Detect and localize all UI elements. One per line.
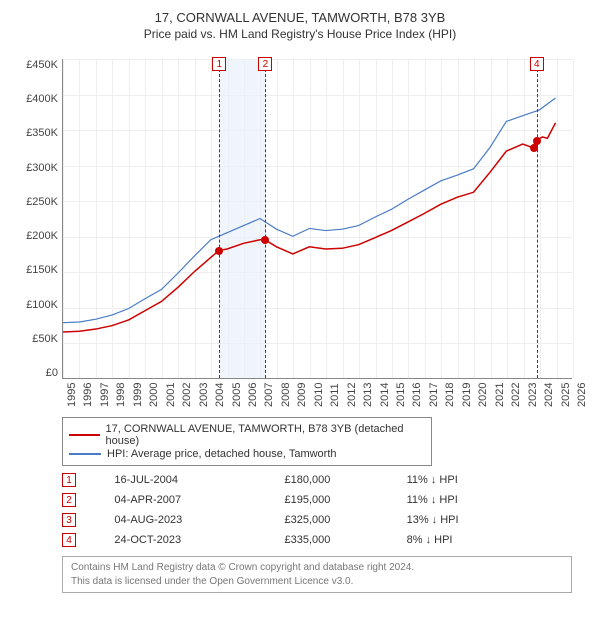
y-tick-label: £250K <box>10 196 58 208</box>
y-tick-label: £50K <box>10 333 58 345</box>
transaction-number-box: 3 <box>62 513 76 527</box>
x-tick-label: 2004 <box>214 383 216 407</box>
chart-container: £0 £50K £100K £150K £200K £250K £300K £350K £400… <box>10 49 580 409</box>
marker-line <box>265 59 266 378</box>
x-tick-label: 2024 <box>543 383 545 407</box>
chart-lines-svg <box>63 59 572 378</box>
transaction-row: 1 16-JUL-2004£180,00011% ↓ HPI <box>62 470 542 490</box>
legend-box: 17, CORNWALL AVENUE, TAMWORTH, B78 3YB (… <box>62 417 432 466</box>
x-tick-label: 2009 <box>296 383 298 407</box>
x-tick-label: 2026 <box>576 383 578 407</box>
transaction-number-box: 4 <box>62 533 76 547</box>
y-tick-label: £0 <box>10 367 58 379</box>
x-tick-label: 1997 <box>99 383 101 407</box>
transaction-row: 2 04-APR-2007£195,00011% ↓ HPI <box>62 490 542 510</box>
transaction-dot <box>215 247 223 255</box>
y-tick-label: £200K <box>10 230 58 242</box>
y-tick-label: £400K <box>10 93 58 105</box>
legend-label: HPI: Average price, detached house, Tamw… <box>107 448 337 460</box>
x-tick-label: 2013 <box>362 383 364 407</box>
marker-line <box>537 59 538 378</box>
x-axis-labels: 1995 1996 1997 1998 1999 2000 2001 2002 2003 2004… <box>62 381 572 409</box>
marker-line <box>219 59 220 378</box>
transaction-number-box: 2 <box>62 493 76 507</box>
x-tick-label: 2010 <box>313 383 315 407</box>
chart-subtitle: Price paid vs. HM Land Registry's House … <box>10 27 590 41</box>
x-tick-label: 2016 <box>411 383 413 407</box>
transaction-date: 24-OCT-2023 <box>114 530 284 550</box>
y-tick-label: £350K <box>10 127 58 139</box>
transaction-price: £325,000 <box>285 510 407 530</box>
legend-swatch <box>69 434 100 436</box>
transaction-price: £335,000 <box>285 530 407 550</box>
x-tick-label: 2005 <box>231 383 233 407</box>
transaction-number-box: 1 <box>62 473 76 487</box>
transaction-hpi-delta: 11% ↓ HPI <box>407 470 542 490</box>
x-tick-label: 2012 <box>346 383 348 407</box>
marker-number-box: 2 <box>258 57 272 71</box>
footer-line1: Contains HM Land Registry data © Crown c… <box>71 561 563 575</box>
transactions-table: 1 16-JUL-2004£180,00011% ↓ HPI 2 04-APR-200… <box>62 470 542 550</box>
marker-number-box: 4 <box>530 57 544 71</box>
x-tick-label: 2006 <box>247 383 249 407</box>
x-tick-label: 2019 <box>461 383 463 407</box>
x-tick-label: 2020 <box>477 383 479 407</box>
transaction-date: 16-JUL-2004 <box>114 470 284 490</box>
transaction-hpi-delta: 11% ↓ HPI <box>407 490 542 510</box>
transaction-price: £180,000 <box>285 470 407 490</box>
series-line-hpi <box>63 98 556 323</box>
x-tick-label: 1995 <box>66 383 68 407</box>
x-tick-label: 2011 <box>329 383 331 407</box>
y-tick-label: £100K <box>10 299 58 311</box>
transaction-price: £195,000 <box>285 490 407 510</box>
x-tick-label: 2002 <box>181 383 183 407</box>
x-tick-label: 2018 <box>444 383 446 407</box>
x-tick-label: 2007 <box>263 383 265 407</box>
plot-area: 1 2 4 <box>62 59 572 379</box>
transaction-date: 04-APR-2007 <box>114 490 284 510</box>
y-tick-label: £450K <box>10 59 58 71</box>
transaction-hpi-delta: 13% ↓ HPI <box>407 510 542 530</box>
x-tick-label: 2001 <box>165 383 167 407</box>
legend-swatch <box>69 453 101 455</box>
x-tick-label: 1998 <box>115 383 117 407</box>
x-tick-label: 2014 <box>379 383 381 407</box>
transaction-dot <box>533 137 541 145</box>
x-tick-label: 2015 <box>395 383 397 407</box>
y-tick-label: £300K <box>10 162 58 174</box>
transaction-hpi-delta: 8% ↓ HPI <box>407 530 542 550</box>
gridline-vertical <box>573 59 574 378</box>
x-tick-label: 2008 <box>280 383 282 407</box>
transaction-row: 3 04-AUG-2023£325,00013% ↓ HPI <box>62 510 542 530</box>
x-tick-label: 2017 <box>428 383 430 407</box>
marker-number-box: 1 <box>212 57 226 71</box>
transaction-date: 04-AUG-2023 <box>114 510 284 530</box>
legend-label: 17, CORNWALL AVENUE, TAMWORTH, B78 3YB (… <box>106 423 425 447</box>
y-tick-label: £150K <box>10 264 58 276</box>
x-tick-label: 2021 <box>494 383 496 407</box>
y-axis-labels: £0 £50K £100K £150K £200K £250K £300K £350K £400… <box>10 59 58 379</box>
x-tick-label: 2022 <box>510 383 512 407</box>
x-tick-label: 1996 <box>82 383 84 407</box>
x-tick-label: 1999 <box>132 383 134 407</box>
transaction-dot <box>530 144 538 152</box>
series-line-price_paid <box>63 123 556 332</box>
footer-attribution: Contains HM Land Registry data © Crown c… <box>62 556 572 593</box>
transaction-dot <box>261 236 269 244</box>
legend-item: HPI: Average price, detached house, Tamw… <box>69 448 425 460</box>
footer-line2: This data is licensed under the Open Gov… <box>71 575 563 589</box>
x-tick-label: 2003 <box>198 383 200 407</box>
transaction-row: 4 24-OCT-2023£335,0008% ↓ HPI <box>62 530 542 550</box>
x-tick-label: 2000 <box>148 383 150 407</box>
x-tick-label: 2025 <box>560 383 562 407</box>
chart-title-address: 17, CORNWALL AVENUE, TAMWORTH, B78 3YB <box>10 10 590 25</box>
x-tick-label: 2023 <box>527 383 529 407</box>
legend-item: 17, CORNWALL AVENUE, TAMWORTH, B78 3YB (… <box>69 423 425 447</box>
